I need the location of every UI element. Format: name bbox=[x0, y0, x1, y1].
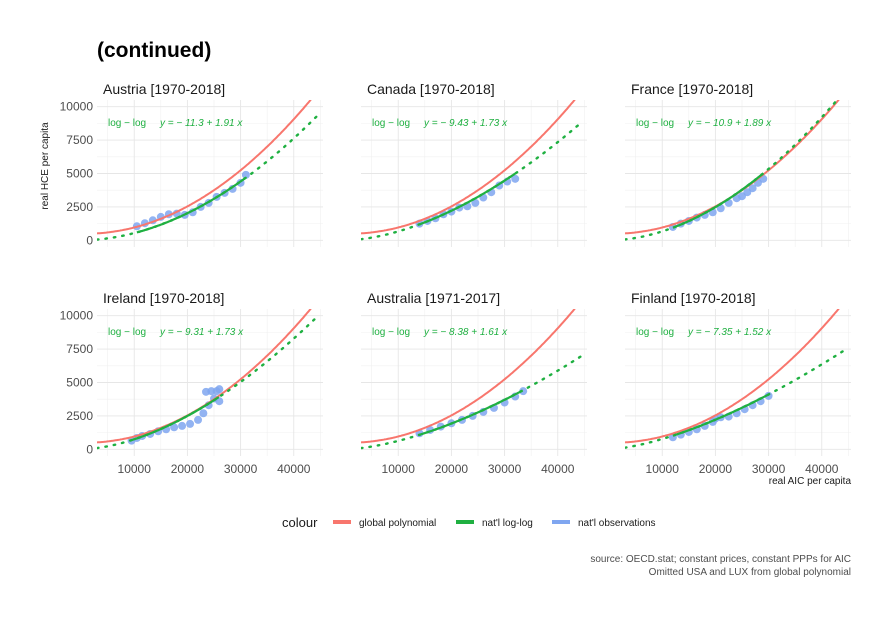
x-tick-label: 10000 bbox=[118, 462, 152, 476]
x-tick-label: 30000 bbox=[224, 462, 258, 476]
figure-title: (continued) bbox=[97, 39, 211, 62]
grid bbox=[361, 309, 587, 456]
x-tick-label: 40000 bbox=[805, 462, 839, 476]
x-tick-label: 40000 bbox=[277, 462, 311, 476]
panel-title: Australia [1971-2017] bbox=[367, 290, 500, 306]
panel-eq-label: log − log bbox=[372, 327, 410, 338]
panel-ireland: Ireland [1970-2018] log − log y = − 9.31 +… bbox=[60, 290, 323, 476]
panel-equation: y = − 11.3 + 1.91 x bbox=[159, 118, 243, 129]
panel-title: Finland [1970-2018] bbox=[631, 290, 756, 306]
loglog-extrapolation bbox=[97, 114, 319, 241]
x-tick-label: 40000 bbox=[541, 462, 575, 476]
grid bbox=[361, 100, 587, 247]
y-tick-label: 10000 bbox=[60, 100, 94, 114]
obs-point bbox=[199, 409, 208, 418]
y-tick-label: 2500 bbox=[66, 409, 93, 423]
loglog-fit-line bbox=[131, 396, 220, 442]
loglog-extrapolation bbox=[625, 348, 847, 449]
grid bbox=[625, 309, 851, 456]
legend: colour global polynomial nat'l log-log n… bbox=[282, 515, 656, 530]
x-tick-label: 10000 bbox=[646, 462, 680, 476]
loglog-fit-line bbox=[419, 389, 524, 436]
panel-eq-label: log − log bbox=[108, 327, 146, 338]
panel-finland: Finland [1970-2018] log − log y = − 7.35 +… bbox=[625, 290, 851, 476]
obs-point bbox=[215, 385, 224, 394]
obs-point bbox=[178, 421, 187, 430]
x-tick-label: 30000 bbox=[488, 462, 522, 476]
y-tick-label: 10000 bbox=[60, 309, 94, 323]
grid bbox=[97, 309, 323, 456]
panel-equation: y = − 9.31 + 1.73 x bbox=[159, 327, 244, 338]
global-polynomial-line bbox=[361, 309, 576, 444]
obs-point bbox=[241, 170, 250, 179]
caption-note: Omitted USA and LUX from global polynomi… bbox=[649, 567, 851, 578]
panel-equation: y = − 10.9 + 1.89 x bbox=[687, 118, 772, 129]
obs-point bbox=[764, 391, 773, 400]
y-tick-label: 2500 bbox=[66, 200, 93, 214]
panel-equation: y = − 8.38 + 1.61 x bbox=[423, 327, 508, 338]
x-tick-label: 20000 bbox=[171, 462, 205, 476]
global-polynomial-line bbox=[97, 100, 312, 235]
x-tick-label: 20000 bbox=[699, 462, 733, 476]
obs-point bbox=[471, 198, 480, 207]
obs-point bbox=[170, 423, 179, 432]
panel-australia: Australia [1971-2017] log − log y = − 8.38… bbox=[361, 290, 587, 476]
panel-equation: y = − 7.35 + 1.52 x bbox=[687, 327, 772, 338]
obs-point bbox=[519, 387, 528, 396]
caption-source: source: OECD.stat; constant prices, cons… bbox=[590, 554, 851, 565]
y-tick-label: 5000 bbox=[66, 167, 93, 181]
grid bbox=[625, 100, 851, 247]
loglog-extrapolation bbox=[625, 100, 839, 241]
x-axis-label: real AIC per capita bbox=[769, 476, 852, 487]
obs-point bbox=[194, 415, 203, 424]
loglog-extrapolation bbox=[361, 355, 583, 450]
panel-title: Austria [1970-2018] bbox=[103, 81, 225, 97]
loglog-fit-line bbox=[419, 172, 516, 226]
panel-title: France [1970-2018] bbox=[631, 81, 753, 97]
y-tick-label: 7500 bbox=[66, 342, 93, 356]
y-tick-label: 0 bbox=[86, 233, 93, 247]
panel-austria: Austria [1970-2018] log − log y = − 11.3 +… bbox=[60, 81, 323, 247]
legend-label-natl-observations: nat'l observations bbox=[578, 518, 656, 529]
y-tick-label: 0 bbox=[86, 442, 93, 456]
panel-equation: y = − 9.43 + 1.73 x bbox=[423, 118, 508, 129]
loglog-fit-line bbox=[672, 393, 770, 437]
panel-france: France [1970-2018] log − log y = − 10.9 + … bbox=[625, 81, 851, 247]
loglog-extrapolation bbox=[361, 121, 583, 241]
loglog-fit-line bbox=[672, 172, 764, 229]
panel-canada: Canada [1970-2018] log − log y = − 9.43 + … bbox=[361, 81, 587, 247]
global-polynomial-line bbox=[625, 309, 840, 444]
panel-eq-label: log − log bbox=[636, 118, 674, 129]
panel-eq-label: log − log bbox=[636, 327, 674, 338]
loglog-fit-line bbox=[136, 177, 246, 234]
legend-label-natl-loglog: nat'l log-log bbox=[482, 518, 533, 529]
x-tick-label: 30000 bbox=[752, 462, 786, 476]
panel-eq-label: log − log bbox=[108, 118, 146, 129]
obs-point bbox=[186, 419, 195, 428]
obs-point bbox=[511, 174, 520, 183]
y-axis-label: real HCE per capita bbox=[40, 122, 51, 210]
obs-point bbox=[748, 184, 757, 193]
x-tick-label: 20000 bbox=[435, 462, 469, 476]
legend-label-global-polynomial: global polynomial bbox=[359, 518, 436, 529]
panel-eq-label: log − log bbox=[372, 118, 410, 129]
global-polynomial-line bbox=[361, 100, 576, 235]
legend-title: colour bbox=[282, 515, 318, 530]
panel-title: Ireland [1970-2018] bbox=[103, 290, 224, 306]
facet-panels: Austria [1970-2018] log − log y = − 11.3 +… bbox=[60, 81, 851, 476]
x-tick-label: 10000 bbox=[382, 462, 416, 476]
y-tick-label: 5000 bbox=[66, 376, 93, 390]
panel-title: Canada [1970-2018] bbox=[367, 81, 495, 97]
y-tick-label: 7500 bbox=[66, 133, 93, 147]
